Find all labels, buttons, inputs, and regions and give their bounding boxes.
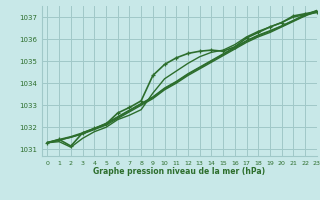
X-axis label: Graphe pression niveau de la mer (hPa): Graphe pression niveau de la mer (hPa) xyxy=(93,167,265,176)
